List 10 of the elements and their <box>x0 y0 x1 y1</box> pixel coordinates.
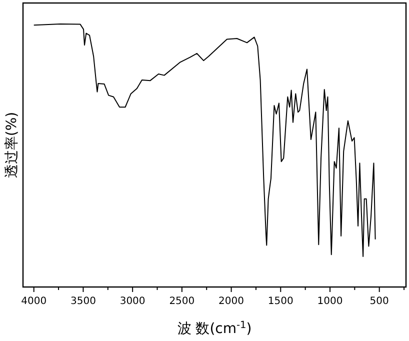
x-tick-label: 1500 <box>268 296 294 307</box>
x-tick-label: 4000 <box>21 296 47 307</box>
y-axis-title: 透过率(%) <box>4 112 20 178</box>
x-tick-label: 3000 <box>120 296 146 307</box>
x-tick-label: 2000 <box>218 296 244 307</box>
x-tick-label: 1000 <box>317 296 343 307</box>
x-axis-title: 波 数(cm$^{-1}$) <box>177 320 252 337</box>
x-tick-label: 3500 <box>70 296 96 307</box>
x-tick-label: 500 <box>370 296 389 307</box>
x-tick-label: 2500 <box>169 296 195 307</box>
